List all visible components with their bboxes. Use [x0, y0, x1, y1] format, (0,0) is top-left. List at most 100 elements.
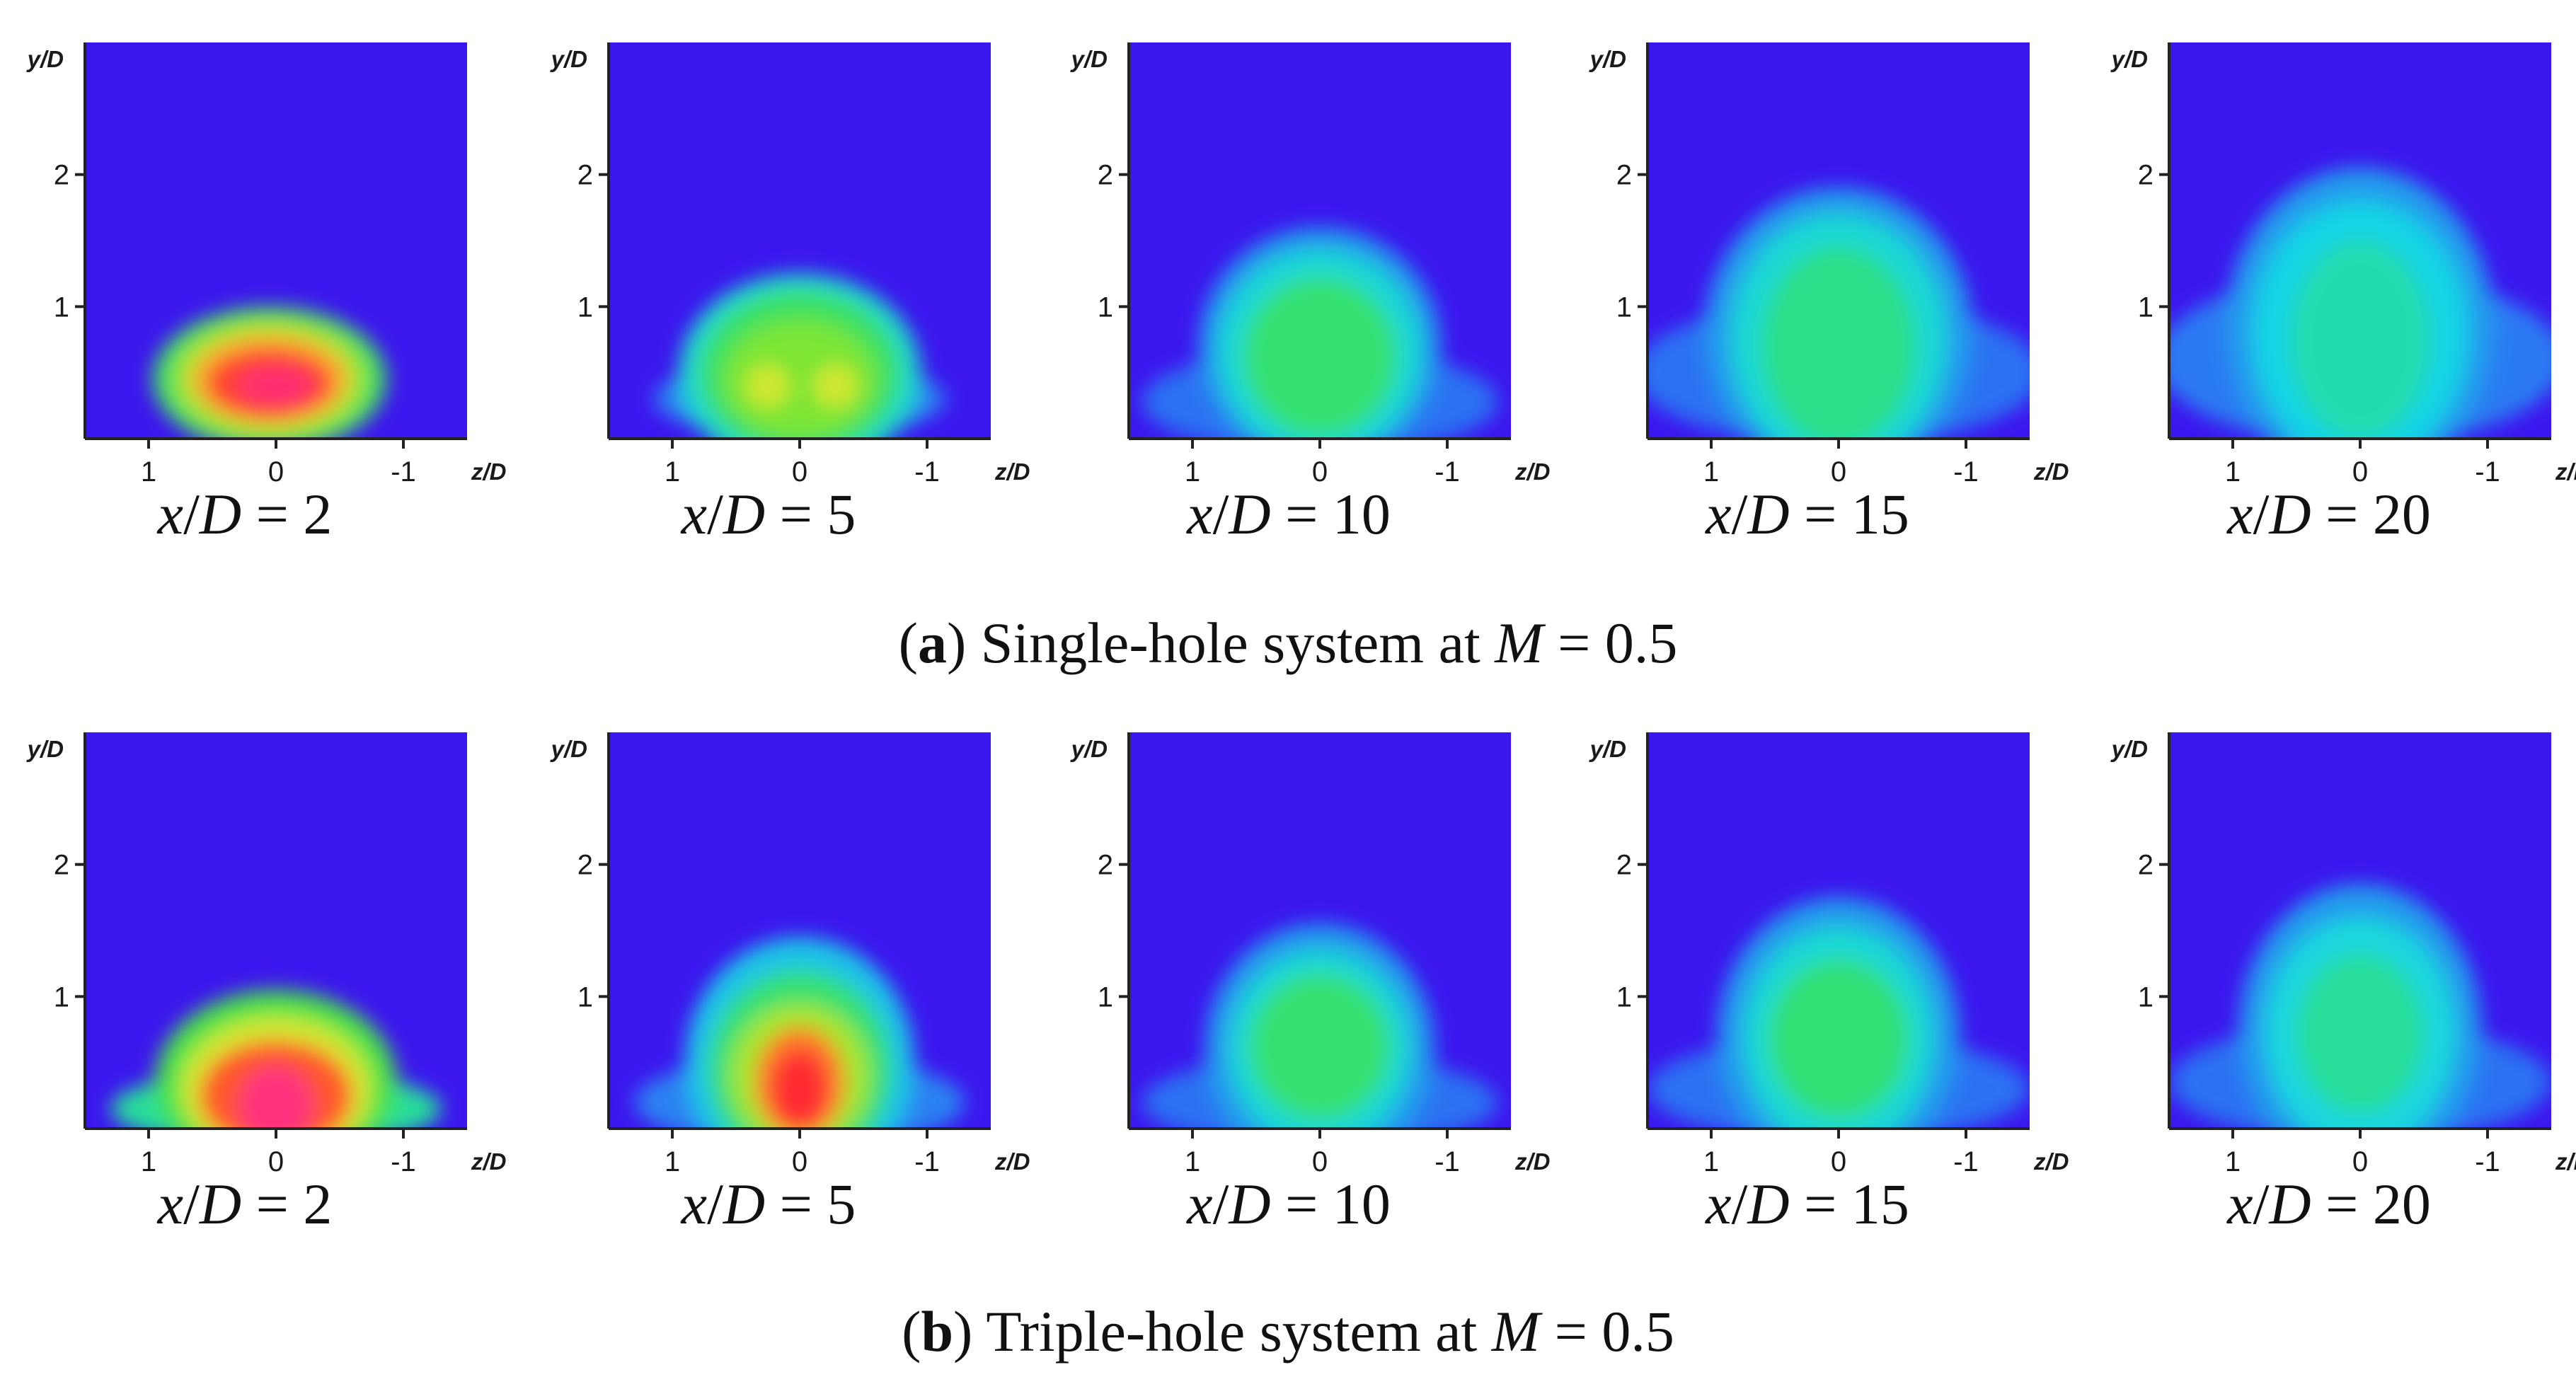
x-tick-label: 1	[1703, 456, 1719, 488]
y-tick-label: 2	[1616, 160, 1632, 191]
x-axis-label: z/D	[994, 1148, 1030, 1175]
contour-panel: 1 2 1 0 -1 y/D z/D x/D = 10	[1058, 28, 1551, 546]
contour-level	[723, 320, 876, 439]
x-tick-label: -1	[391, 456, 416, 488]
y-axis-label: y/D	[1589, 46, 1626, 72]
contour-plot: 1 2 1 0 -1 y/D z/D	[550, 732, 1030, 1177]
contour-level	[1250, 974, 1390, 1119]
y-tick-label: 1	[1616, 981, 1632, 1013]
contour-level	[2290, 241, 2430, 439]
y-tick-label: 1	[577, 981, 593, 1013]
x-tick-label: 0	[2352, 456, 2368, 488]
station-label: x/D = 5	[681, 482, 856, 546]
contour-panel: 1 2 1 0 -1 y/D z/D x/D = 10	[1058, 718, 1551, 1236]
x-tick-label: -1	[2475, 456, 2500, 488]
x-tick-label: 1	[1185, 1146, 1200, 1177]
x-axis-label: z/D	[1514, 1148, 1551, 1175]
contour-panel: 1 2 1 0 -1 y/D z/D x/D = 20	[2098, 718, 2576, 1236]
y-axis-label: y/D	[2110, 736, 2148, 762]
contour-plot: 1 2 1 0 -1 y/D z/D	[1589, 42, 2069, 488]
contour-level	[1243, 277, 1396, 437]
x-tick-label: 0	[2352, 1146, 2368, 1177]
y-tick-label: 1	[1098, 981, 1113, 1013]
x-tick-label: 0	[792, 456, 807, 488]
y-axis-label: y/D	[550, 736, 587, 762]
y-tick-label: 1	[577, 292, 593, 323]
x-tick-label: -1	[914, 456, 940, 488]
row-caption: (b) Triple-hole system at M = 0.5	[902, 1299, 1674, 1364]
x-tick-label: 0	[1312, 456, 1328, 488]
x-tick-label: 1	[2225, 456, 2241, 488]
x-tick-label: -1	[2475, 1146, 2500, 1177]
y-tick-label: 2	[1616, 850, 1632, 881]
x-tick-label: -1	[1953, 456, 1979, 488]
contour-level	[746, 364, 790, 408]
contour-panel: 1 2 1 0 -1 y/D z/D x/D = 2	[14, 718, 507, 1236]
contour-plot: 1 2 1 0 -1 y/D z/D	[26, 42, 507, 488]
contour-plot: 1 2 1 0 -1 y/D z/D	[2110, 732, 2576, 1177]
contour-plot: 1 2 1 0 -1 y/D z/D	[550, 42, 1030, 488]
y-tick-label: 1	[1616, 292, 1632, 323]
station-label: x/D = 2	[157, 482, 333, 546]
y-tick-label: 2	[577, 850, 593, 881]
y-tick-label: 2	[2138, 160, 2154, 191]
x-tick-label: 1	[1703, 1146, 1719, 1177]
x-axis-label: z/D	[2555, 459, 2576, 485]
x-tick-label: -1	[391, 1146, 416, 1177]
x-tick-label: 0	[792, 1146, 807, 1177]
y-axis-label: y/D	[1070, 736, 1108, 762]
station-label: x/D = 2	[157, 1172, 333, 1236]
y-axis-label: y/D	[1589, 736, 1626, 762]
station-label: x/D = 15	[1706, 1172, 1909, 1236]
contour-panel: 1 2 1 0 -1 y/D z/D x/D = 5	[538, 28, 1030, 546]
contour-plot: 1 2 1 0 -1 y/D z/D	[1589, 732, 2069, 1177]
contour-panel: 1 2 1 0 -1 y/D z/D x/D = 15	[1577, 28, 2069, 546]
x-axis-label: z/D	[994, 459, 1030, 485]
y-tick-label: 2	[1098, 160, 1113, 191]
station-label: x/D = 20	[2227, 1172, 2431, 1236]
contour-plot: 1 2 1 0 -1 y/D z/D	[1070, 42, 1551, 488]
y-axis-label: y/D	[2110, 46, 2148, 72]
y-tick-label: 2	[1098, 850, 1113, 881]
contour-level	[1769, 959, 1909, 1119]
station-label: x/D = 15	[1706, 482, 1909, 546]
x-tick-label: 0	[1831, 456, 1846, 488]
x-tick-label: -1	[1953, 1146, 1979, 1177]
y-tick-label: 2	[54, 850, 69, 881]
contour-panel: 1 2 1 0 -1 y/D z/D x/D = 5	[538, 718, 1030, 1236]
y-axis-label: y/D	[26, 736, 64, 762]
x-tick-label: -1	[1434, 1146, 1460, 1177]
x-axis-label: z/D	[2033, 459, 2069, 485]
contour-level	[238, 1065, 314, 1129]
contour-plot: 1 2 1 0 -1 y/D z/D	[1070, 732, 1551, 1177]
contour-level	[771, 1049, 828, 1129]
x-axis-label: z/D	[2033, 1148, 2069, 1175]
x-axis-label: z/D	[2555, 1148, 2576, 1175]
station-label: x/D = 20	[2227, 482, 2431, 546]
station-label: x/D = 10	[1187, 482, 1391, 546]
x-tick-label: 1	[2225, 1146, 2241, 1177]
row-caption: (a) Single-hole system at M = 0.5	[898, 611, 1678, 675]
y-tick-label: 1	[54, 981, 69, 1013]
x-axis-label: z/D	[1514, 459, 1551, 485]
y-axis-label: y/D	[1070, 46, 1108, 72]
x-tick-label: 1	[141, 1146, 156, 1177]
contour-plot: 1 2 1 0 -1 y/D z/D	[2110, 42, 2576, 488]
x-axis-label: z/D	[471, 459, 507, 485]
x-tick-label: 1	[1185, 456, 1200, 488]
contour-level	[1762, 247, 1915, 439]
y-axis-label: y/D	[550, 46, 587, 72]
contour-level	[2296, 954, 2424, 1113]
x-tick-label: 0	[1831, 1146, 1846, 1177]
y-tick-label: 2	[2138, 850, 2154, 881]
contour-panel: 1 2 1 0 -1 y/D z/D x/D = 2	[14, 28, 507, 546]
station-label: x/D = 10	[1187, 1172, 1391, 1236]
y-tick-label: 1	[2138, 292, 2154, 323]
x-tick-label: 1	[141, 456, 156, 488]
x-tick-label: 1	[665, 1146, 680, 1177]
contour-plot: 1 2 1 0 -1 y/D z/D	[26, 732, 507, 1177]
y-tick-label: 1	[1098, 292, 1113, 323]
contour-panel: 1 2 1 0 -1 y/D z/D x/D = 20	[2098, 28, 2576, 546]
x-tick-label: 1	[665, 456, 680, 488]
